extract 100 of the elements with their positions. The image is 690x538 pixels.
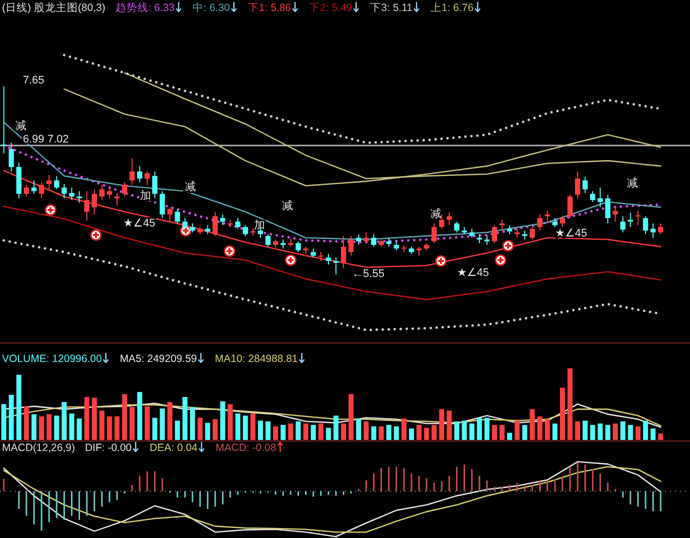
bar xyxy=(560,388,565,440)
candlestick xyxy=(92,188,97,215)
bar xyxy=(114,416,120,440)
bar xyxy=(310,424,316,440)
bar xyxy=(69,413,74,440)
bar xyxy=(544,419,550,440)
bar xyxy=(167,402,172,440)
bar xyxy=(507,432,512,440)
bar xyxy=(575,421,580,440)
bar xyxy=(76,418,82,440)
bar xyxy=(439,409,444,440)
chart-title: MACD(12,26,9) xyxy=(2,442,75,454)
bar xyxy=(205,422,210,440)
bar xyxy=(386,424,392,440)
candlestick xyxy=(38,182,44,199)
bar xyxy=(303,424,308,440)
bar xyxy=(212,419,218,440)
bar xyxy=(220,401,226,440)
annotation: ★∠45 xyxy=(555,228,588,240)
bar xyxy=(24,406,29,440)
candlestick xyxy=(590,190,596,202)
candlestick xyxy=(31,180,37,194)
bar xyxy=(235,413,240,440)
text: 下3: 5.11 xyxy=(370,2,413,14)
candlestick xyxy=(620,216,626,233)
bar xyxy=(54,416,60,440)
bar xyxy=(288,424,294,440)
bar xyxy=(364,421,369,440)
bar xyxy=(635,426,640,440)
bar xyxy=(92,398,97,440)
candlestick xyxy=(114,192,120,206)
bar xyxy=(552,424,558,440)
bar xyxy=(605,424,610,440)
bar xyxy=(242,416,248,440)
candlestick xyxy=(8,142,14,172)
annotation: 加 xyxy=(254,218,265,232)
bar xyxy=(568,368,573,440)
bar xyxy=(598,424,603,440)
chart-title: (日线) 股龙主图(80,3) xyxy=(2,1,106,14)
bar xyxy=(582,420,588,440)
candlestick xyxy=(530,226,535,240)
bar xyxy=(144,406,150,440)
text: 中: 6.30 xyxy=(192,1,230,14)
text: 趋势线: 6.33 xyxy=(115,1,175,14)
bar xyxy=(190,407,196,440)
candlestick xyxy=(658,222,664,235)
candlestick xyxy=(348,235,354,256)
candlestick xyxy=(144,170,150,186)
candlestick xyxy=(560,216,566,228)
candlestick xyxy=(54,175,60,190)
bar xyxy=(484,418,490,440)
candlestick xyxy=(84,190,90,222)
bar xyxy=(266,421,271,440)
annotation: 减 xyxy=(15,119,26,132)
bar xyxy=(658,434,664,440)
bar xyxy=(378,426,384,440)
text: MACD: -0.08 xyxy=(216,442,276,454)
text: MA10: 284988.81 xyxy=(214,353,298,365)
candlestick xyxy=(24,184,30,198)
bar xyxy=(182,397,188,440)
bar xyxy=(99,410,104,440)
candlestick xyxy=(432,222,437,244)
bar xyxy=(84,397,90,440)
candlestick xyxy=(1,86,6,154)
bar xyxy=(130,407,135,440)
candlestick xyxy=(326,253,332,266)
candlestick xyxy=(69,187,74,201)
candlestick xyxy=(582,176,588,194)
candlestick xyxy=(296,240,301,253)
text: DIF: -0.00 xyxy=(84,442,132,454)
candlestick xyxy=(167,206,172,222)
bar xyxy=(31,414,36,440)
candlestick xyxy=(537,214,542,232)
annotation: ←5.55 xyxy=(352,268,384,280)
candlestick xyxy=(122,182,128,198)
bar xyxy=(250,413,256,440)
bar xyxy=(341,424,346,440)
bar xyxy=(500,424,505,440)
text: 下2: 5.49 xyxy=(309,2,352,14)
candlestick xyxy=(574,170,580,199)
bar xyxy=(462,420,467,440)
bar xyxy=(39,416,44,440)
bar xyxy=(514,420,520,440)
bar xyxy=(356,418,362,440)
candlestick xyxy=(106,187,112,199)
text: 7.65 xyxy=(22,74,44,86)
text: DEA: 0.04 xyxy=(150,442,198,454)
candlestick xyxy=(152,170,158,199)
bar xyxy=(492,424,498,440)
annotation: ★∠45 xyxy=(123,218,156,230)
candlestick xyxy=(220,214,226,226)
text: 上1: 6.76 xyxy=(430,1,474,14)
candlestick xyxy=(492,224,498,244)
bar xyxy=(522,424,528,440)
candlestick xyxy=(130,158,135,186)
candlestick xyxy=(642,216,648,235)
bar xyxy=(273,426,278,440)
bar xyxy=(476,418,482,440)
annotation: 6.99 7.02 xyxy=(22,133,69,146)
candlestick xyxy=(446,212,452,226)
